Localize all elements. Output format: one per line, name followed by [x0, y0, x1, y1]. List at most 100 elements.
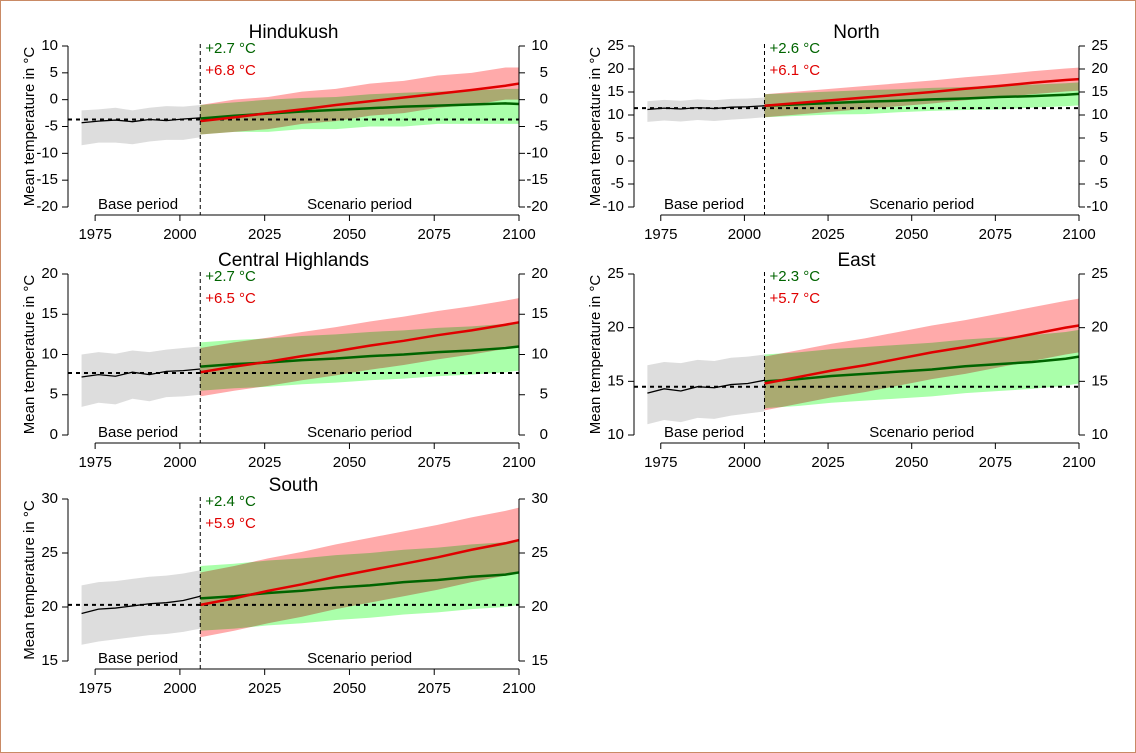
y2-tick-label: 5	[540, 386, 548, 403]
y-tick-label: 25	[41, 544, 58, 561]
uncertainty-band	[81, 105, 201, 146]
x-tick-label: 2000	[728, 226, 761, 243]
uncertainty-band	[200, 88, 520, 135]
x-tick-label: 2050	[333, 680, 366, 697]
x-tick-label: 2050	[333, 226, 366, 243]
y-tick-label: 20	[607, 319, 624, 336]
y-tick-label: 10	[41, 345, 58, 362]
y2-tick-label: 20	[531, 598, 548, 615]
y2-tick-label: 25	[531, 544, 548, 561]
y-tick-label: 15	[41, 305, 58, 322]
x-tick-label: 2025	[248, 454, 281, 471]
y-tick-label: 25	[607, 265, 624, 282]
x-tick-label: 2075	[979, 226, 1012, 243]
panel: 1975 2000 2025 2050 2075 2100-10 -10-5 -50 05 510…	[587, 22, 1108, 243]
y-axis-label: Mean temperature in °C	[587, 275, 604, 435]
x-tick-label: 2075	[979, 454, 1012, 471]
period-label: Scenario period	[869, 424, 974, 441]
y-axis-label: Mean temperature in °C	[587, 47, 604, 207]
period-label: Scenario period	[869, 196, 974, 213]
y-tick-label: -10	[602, 198, 624, 215]
y2-tick-label: 5	[540, 64, 548, 81]
change-annotation: +2.4 °C	[205, 493, 256, 510]
x-tick-label: 2100	[502, 454, 535, 471]
y2-tick-label: 0	[540, 91, 548, 108]
x-tick-label: 2050	[333, 454, 366, 471]
y-tick-label: 0	[616, 152, 624, 169]
period-label: Scenario period	[307, 650, 412, 667]
x-tick-label: 2000	[728, 454, 761, 471]
x-tick-label: 2100	[1062, 226, 1095, 243]
period-label: Base period	[98, 650, 178, 667]
x-tick-label: 1975	[78, 680, 111, 697]
change-annotation: +2.7 °C	[205, 40, 256, 57]
change-annotation: +2.7 °C	[205, 268, 256, 285]
y-tick-label: 5	[616, 129, 624, 146]
x-tick-label: 2100	[502, 226, 535, 243]
y2-tick-label: 15	[1091, 372, 1108, 389]
change-annotation: +2.3 °C	[769, 268, 820, 285]
y-tick-label: 15	[607, 372, 624, 389]
y2-tick-label: 15	[1091, 83, 1108, 100]
mean-line	[647, 379, 765, 394]
change-annotation: +6.5 °C	[205, 290, 256, 307]
x-tick-label: 2075	[418, 226, 451, 243]
panel-title: East	[837, 250, 876, 271]
y-tick-label: 10	[41, 37, 58, 54]
panel: 1975 2000 2025 2050 2075 2100 0 0 5 5 10 10 15 15 20 20…	[21, 250, 548, 471]
y-tick-label: 20	[607, 60, 624, 77]
y-tick-label: -5	[45, 117, 58, 134]
y-tick-label: 15	[607, 83, 624, 100]
mean-line	[200, 538, 520, 607]
x-tick-label: 2100	[1062, 454, 1095, 471]
y2-tick-label: 25	[1091, 265, 1108, 282]
mean-line	[200, 321, 520, 374]
x-tick-label: 2025	[248, 226, 281, 243]
mean-line	[81, 595, 201, 615]
x-tick-label: 2000	[163, 680, 196, 697]
y-tick-label: -20	[36, 198, 58, 215]
y2-tick-label: -10	[1086, 198, 1108, 215]
y2-tick-label: 10	[1091, 106, 1108, 123]
change-annotation: +2.6 °C	[769, 40, 820, 57]
x-tick-label: 2025	[811, 454, 844, 471]
mean-line	[764, 92, 1080, 108]
y-tick-label: -5	[611, 175, 624, 192]
period-label: Scenario period	[307, 424, 412, 441]
period-label: Scenario period	[307, 196, 412, 213]
y-tick-label: 15	[41, 652, 58, 669]
y2-tick-label: 20	[1091, 319, 1108, 336]
y2-tick-label: 15	[531, 305, 548, 322]
x-tick-label: 2050	[895, 454, 928, 471]
y-tick-label: 10	[607, 106, 624, 123]
y2-tick-label: 30	[531, 490, 548, 507]
y-tick-label: 10	[607, 426, 624, 443]
uncertainty-band	[647, 354, 765, 425]
y-tick-label: 0	[50, 91, 58, 108]
uncertainty-band	[647, 97, 765, 122]
x-tick-label: 2050	[895, 226, 928, 243]
y-axis-label: Mean temperature in °C	[21, 500, 38, 660]
period-label: Base period	[98, 196, 178, 213]
mean-line	[81, 368, 201, 378]
x-tick-label: 2025	[811, 226, 844, 243]
y-tick-label: 20	[41, 265, 58, 282]
panel-title: Central Highlands	[218, 250, 369, 271]
period-label: Base period	[664, 424, 744, 441]
uncertainty-band	[81, 346, 201, 407]
x-tick-label: 2000	[163, 226, 196, 243]
change-annotation: +5.7 °C	[769, 290, 820, 307]
uncertainty-band	[81, 570, 201, 645]
y2-tick-label: 10	[1091, 426, 1108, 443]
mean-line	[764, 77, 1080, 108]
y-tick-label: 30	[41, 490, 58, 507]
y2-tick-label: 20	[531, 265, 548, 282]
y-tick-label: 25	[607, 37, 624, 54]
x-tick-label: 1975	[644, 226, 677, 243]
y2-tick-label: 10	[531, 345, 548, 362]
x-tick-label: 2100	[502, 680, 535, 697]
change-annotation: +5.9 °C	[205, 515, 256, 532]
change-annotation: +6.8 °C	[205, 62, 256, 79]
y-tick-label: 20	[41, 598, 58, 615]
